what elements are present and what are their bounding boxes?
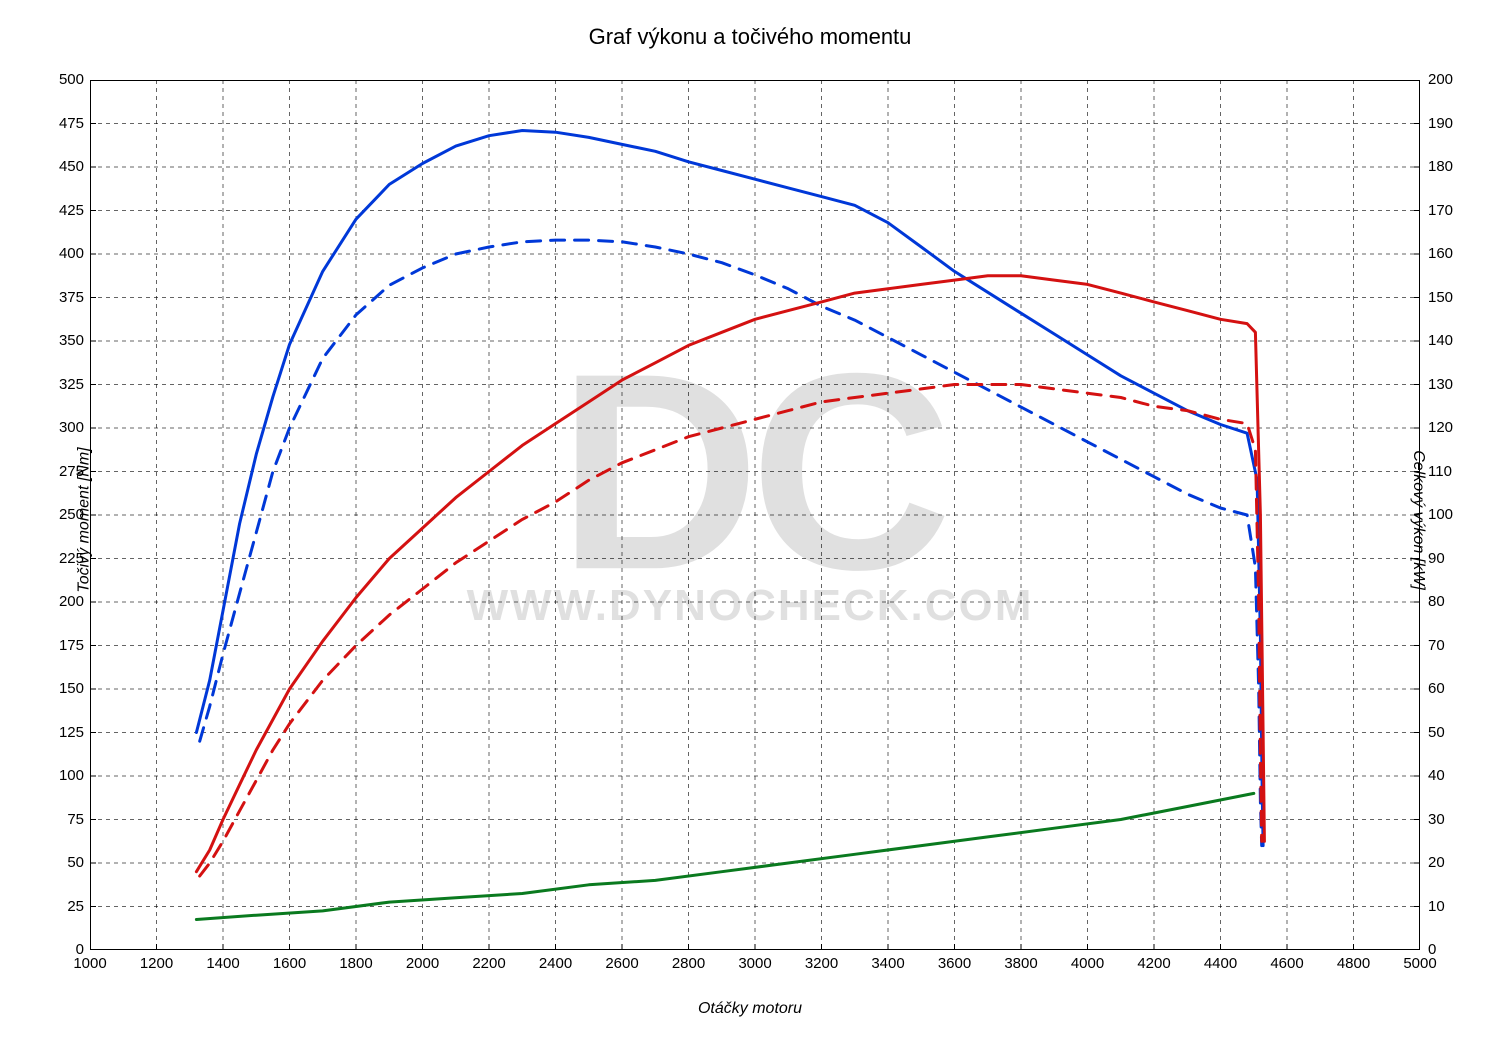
tick-label: 110: [1428, 464, 1478, 479]
tick-label: 190: [1428, 116, 1478, 131]
tick-label: 2200: [464, 956, 514, 971]
chart-title: Graf výkonu a točivého momentu: [0, 24, 1500, 50]
dyno-chart: Graf výkonu a točivého momentu Točivý mo…: [0, 0, 1500, 1040]
tick-label: 50: [34, 855, 84, 870]
tick-label: 300: [34, 420, 84, 435]
tick-label: 475: [34, 116, 84, 131]
tick-label: 1600: [265, 956, 315, 971]
tick-label: 150: [1428, 290, 1478, 305]
tick-label: 3000: [730, 956, 780, 971]
tick-label: 30: [1428, 812, 1478, 827]
tick-label: 80: [1428, 594, 1478, 609]
tick-label: 4000: [1063, 956, 1113, 971]
tick-label: 200: [1428, 72, 1478, 87]
tick-label: 4400: [1196, 956, 1246, 971]
tick-label: 275: [34, 464, 84, 479]
plot-area: [90, 80, 1420, 950]
tick-label: 160: [1428, 246, 1478, 261]
tick-label: 325: [34, 377, 84, 392]
tick-label: 70: [1428, 638, 1478, 653]
series-power_stock: [200, 385, 1262, 877]
tick-label: 175: [34, 638, 84, 653]
tick-label: 120: [1428, 420, 1478, 435]
tick-label: 3800: [996, 956, 1046, 971]
series-losses: [196, 793, 1253, 919]
tick-label: 125: [34, 725, 84, 740]
tick-label: 40: [1428, 768, 1478, 783]
tick-label: 2800: [664, 956, 714, 971]
tick-label: 10: [1428, 899, 1478, 914]
tick-label: 100: [34, 768, 84, 783]
tick-label: 180: [1428, 159, 1478, 174]
tick-label: 50: [1428, 725, 1478, 740]
tick-label: 60: [1428, 681, 1478, 696]
tick-label: 1400: [198, 956, 248, 971]
tick-label: 450: [34, 159, 84, 174]
tick-label: 90: [1428, 551, 1478, 566]
series-torque_stock: [200, 240, 1262, 846]
tick-label: 3200: [797, 956, 847, 971]
tick-label: 75: [34, 812, 84, 827]
tick-label: 500: [34, 72, 84, 87]
tick-label: 4200: [1129, 956, 1179, 971]
tick-label: 400: [34, 246, 84, 261]
tick-label: 1200: [132, 956, 182, 971]
tick-label: 25: [34, 899, 84, 914]
tick-label: 250: [34, 507, 84, 522]
tick-label: 1800: [331, 956, 381, 971]
tick-label: 140: [1428, 333, 1478, 348]
tick-label: 100: [1428, 507, 1478, 522]
tick-label: 2000: [398, 956, 448, 971]
tick-label: 4800: [1329, 956, 1379, 971]
tick-label: 2400: [531, 956, 581, 971]
tick-label: 170: [1428, 203, 1478, 218]
tick-label: 150: [34, 681, 84, 696]
tick-label: 5000: [1395, 956, 1445, 971]
tick-label: 425: [34, 203, 84, 218]
tick-label: 350: [34, 333, 84, 348]
tick-label: 3400: [863, 956, 913, 971]
tick-label: 0: [1428, 942, 1478, 957]
tick-label: 375: [34, 290, 84, 305]
tick-label: 225: [34, 551, 84, 566]
tick-label: 3600: [930, 956, 980, 971]
tick-label: 1000: [65, 956, 115, 971]
x-axis-label: Otáčky motoru: [0, 1000, 1500, 1018]
tick-label: 4600: [1262, 956, 1312, 971]
tick-label: 20: [1428, 855, 1478, 870]
tick-label: 0: [34, 942, 84, 957]
tick-label: 200: [34, 594, 84, 609]
tick-label: 130: [1428, 377, 1478, 392]
tick-label: 2600: [597, 956, 647, 971]
